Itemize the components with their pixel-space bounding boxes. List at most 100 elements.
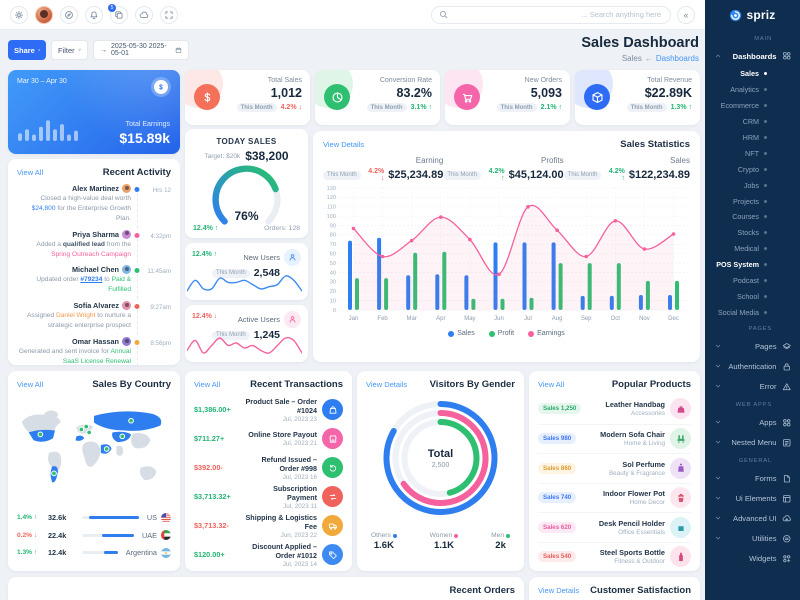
search-bar[interactable] bbox=[431, 5, 671, 24]
cloud-button[interactable] bbox=[135, 5, 153, 24]
transaction-row[interactable]: $1,386.00+ Product Sale – Order #1024 Jul,… bbox=[194, 395, 343, 424]
date-range-picker[interactable]: → 2025-05-30 2025-05-01 bbox=[93, 40, 189, 60]
sidebar-subitem-sales[interactable]: Sales bbox=[705, 66, 800, 82]
breadcrumb: Sales ← Dashboards bbox=[581, 54, 699, 63]
stat-change: 12.4% ↓ bbox=[192, 313, 218, 320]
sidebar-item-ui-elements[interactable]: Ui Elements bbox=[705, 488, 800, 508]
repeat-icon bbox=[328, 492, 338, 502]
country-row-uae[interactable]: 0.2% ↓ 22.4k UAE bbox=[17, 527, 171, 545]
sidebar-subitem-label: Sales bbox=[740, 69, 759, 79]
country-name: UAE bbox=[141, 530, 157, 540]
date-range-value: 2025-05-30 2025-05-01 bbox=[111, 43, 167, 57]
transaction-row[interactable]: $392.00- Refund Issued – Order #998 Jul, 2… bbox=[194, 453, 343, 482]
explore-button[interactable] bbox=[60, 5, 78, 24]
view-details-link[interactable]: View Details bbox=[366, 380, 408, 389]
sidebar-subitem-courses[interactable]: Courses bbox=[705, 209, 800, 225]
product-row-steel-sports-bottle[interactable]: Sales 540 Steel Sports Bottle Fitness & Ou… bbox=[538, 541, 691, 572]
sidebar-subitem-crypto[interactable]: Crypto bbox=[705, 161, 800, 177]
avatar bbox=[122, 265, 131, 275]
sidebar-subitem-projects[interactable]: Projects bbox=[705, 193, 800, 209]
svg-text:40: 40 bbox=[330, 270, 336, 276]
svg-text:50: 50 bbox=[330, 261, 336, 267]
product-row-sol-perfume[interactable]: Sales 860 Sol Perfume Beauty & Fragrance bbox=[538, 453, 691, 483]
summary-value: $122,234.89 bbox=[628, 169, 690, 181]
sidebar-subitem-nft[interactable]: NFT bbox=[705, 145, 800, 161]
sidebar-subitem-analytics[interactable]: Analytics bbox=[705, 82, 800, 98]
transaction-row[interactable]: $3,713.32- Shipping & Logistics Fee Jun, 2… bbox=[194, 511, 343, 540]
product-name: Modern Sofa Chair bbox=[600, 430, 665, 440]
transaction-row[interactable]: $711.27+ Online Store Payout Jul, 2023 21 bbox=[194, 424, 343, 453]
share-button[interactable]: Share bbox=[8, 40, 46, 60]
sidebar-subitem-hrm[interactable]: HRM bbox=[705, 130, 800, 146]
legend-item-earnings[interactable]: Earnings bbox=[528, 330, 565, 337]
flag-uae-icon bbox=[161, 530, 171, 541]
transaction-row[interactable]: $3,713.32+ Subscription Payment Jul, 2023 … bbox=[194, 482, 343, 511]
view-all-link[interactable]: View All bbox=[538, 380, 565, 389]
sidebar-item-apps[interactable]: Apps bbox=[705, 412, 800, 432]
timeline-dot-icon bbox=[134, 304, 140, 310]
legend-item-sales[interactable]: Sales bbox=[448, 330, 475, 337]
user-avatar[interactable] bbox=[35, 5, 53, 24]
svg-text:80: 80 bbox=[330, 233, 336, 239]
svg-text:110: 110 bbox=[327, 205, 336, 211]
product-row-indoor-flower-pot[interactable]: Sales 740 Indoor Flower Pot Home Decor bbox=[538, 482, 691, 513]
sidebar-item-forms[interactable]: Forms bbox=[705, 468, 800, 488]
sidebar-subitem-label: CRM bbox=[742, 117, 759, 127]
settings-button[interactable] bbox=[10, 5, 28, 24]
transaction-row[interactable]: $120.00+ Discount Applied – Order #1012 Ju… bbox=[194, 540, 343, 569]
sidebar-item-utilities[interactable]: Utilities bbox=[705, 528, 800, 548]
sidebar-subitem-stocks[interactable]: Stocks bbox=[705, 225, 800, 241]
sidebar-subitem-social-media[interactable]: Social Media bbox=[705, 304, 800, 320]
sidebar-item-nested-menu[interactable]: Nested Menu bbox=[705, 432, 800, 452]
country-row-argentina[interactable]: 1.3% ↑ 12.4k Argentina bbox=[17, 544, 171, 562]
undo-icon bbox=[328, 463, 338, 473]
search-input[interactable] bbox=[453, 9, 663, 20]
sidebar-item-dashboards[interactable]: Dashboards bbox=[705, 46, 800, 66]
country-row-us[interactable]: 1.4% ↑ 32.6k US bbox=[17, 509, 171, 527]
transaction-date: Jun, 2023 22 bbox=[280, 531, 317, 539]
activity-text: Updated order #79234 to Paid & Fulfilled bbox=[36, 276, 131, 294]
chevron-down-icon bbox=[714, 534, 722, 542]
lock-icon bbox=[782, 362, 792, 372]
country-change: 1.3% ↑ bbox=[17, 549, 38, 557]
period-pill: This Month bbox=[236, 103, 277, 112]
summary-label: Earning bbox=[415, 156, 444, 165]
view-details-link[interactable]: View Details bbox=[538, 586, 580, 595]
product-row-modern-sofa-chair[interactable]: Sales 980 Modern Sofa Chair Home & Living bbox=[538, 423, 691, 454]
notifications-button[interactable] bbox=[85, 5, 103, 24]
sidebar-item-pages[interactable]: Pages bbox=[705, 336, 800, 356]
filter-button[interactable]: Filter bbox=[51, 40, 88, 60]
timeline-rail bbox=[131, 184, 143, 228]
sidebar-item-label: Widgets bbox=[749, 553, 777, 563]
product-row-desk-pencil-holder[interactable]: Sales 620 Desk Pencil Holder Office Essent… bbox=[538, 512, 691, 542]
summary-label: Profits bbox=[540, 156, 564, 165]
svg-text:Mar: Mar bbox=[407, 316, 417, 322]
product-name: Sol Perfume bbox=[622, 459, 665, 469]
sidebar-subitem-medical[interactable]: Medical bbox=[705, 241, 800, 257]
sidebar-subitem-jobs[interactable]: Jobs bbox=[705, 177, 800, 193]
bullet-icon bbox=[764, 104, 767, 108]
brand-logo[interactable]: spriz bbox=[705, 0, 800, 30]
fullscreen-button[interactable] bbox=[160, 5, 178, 24]
sidebar-item-advanced-ui[interactable]: Advanced UI bbox=[705, 508, 800, 528]
product-row-leather-handbag[interactable]: Sales 1,250 Leather Handbag Accessories bbox=[538, 394, 691, 424]
sidebar-collapse-button[interactable]: « bbox=[677, 5, 695, 24]
view-all-link[interactable]: View All bbox=[194, 380, 221, 389]
legend-item-profit[interactable]: Profit bbox=[488, 330, 514, 337]
sidebar-subitem-crm[interactable]: CRM bbox=[705, 114, 800, 130]
sidebar-subitem-podcast[interactable]: Podcast bbox=[705, 273, 800, 289]
view-all-link[interactable]: View All bbox=[17, 168, 44, 177]
view-details-link[interactable]: View Details bbox=[323, 140, 365, 149]
sidebar-subitem-ecommerce[interactable]: Ecommerce bbox=[705, 98, 800, 114]
sidebar-item-authentication[interactable]: Authentication bbox=[705, 356, 800, 376]
sidebar-subitem-school[interactable]: School bbox=[705, 288, 800, 304]
transaction-date: Jul, 2023 14 bbox=[282, 560, 317, 568]
view-all-link[interactable]: View All bbox=[17, 380, 44, 389]
breadcrumb-parent-link[interactable]: Dashboards bbox=[655, 54, 699, 63]
sidebar-subitem-pos-system[interactable]: POS System bbox=[705, 257, 800, 273]
sidebar-item-widgets[interactable]: Widgets bbox=[705, 548, 800, 568]
pages-copy-button[interactable]: 5 bbox=[108, 3, 128, 24]
sidebar-item-error[interactable]: Error bbox=[705, 376, 800, 396]
activity-time: Hrs 12 bbox=[152, 187, 171, 194]
activity-list: Alex Martinez Closed a high-value deal wo… bbox=[8, 182, 180, 365]
